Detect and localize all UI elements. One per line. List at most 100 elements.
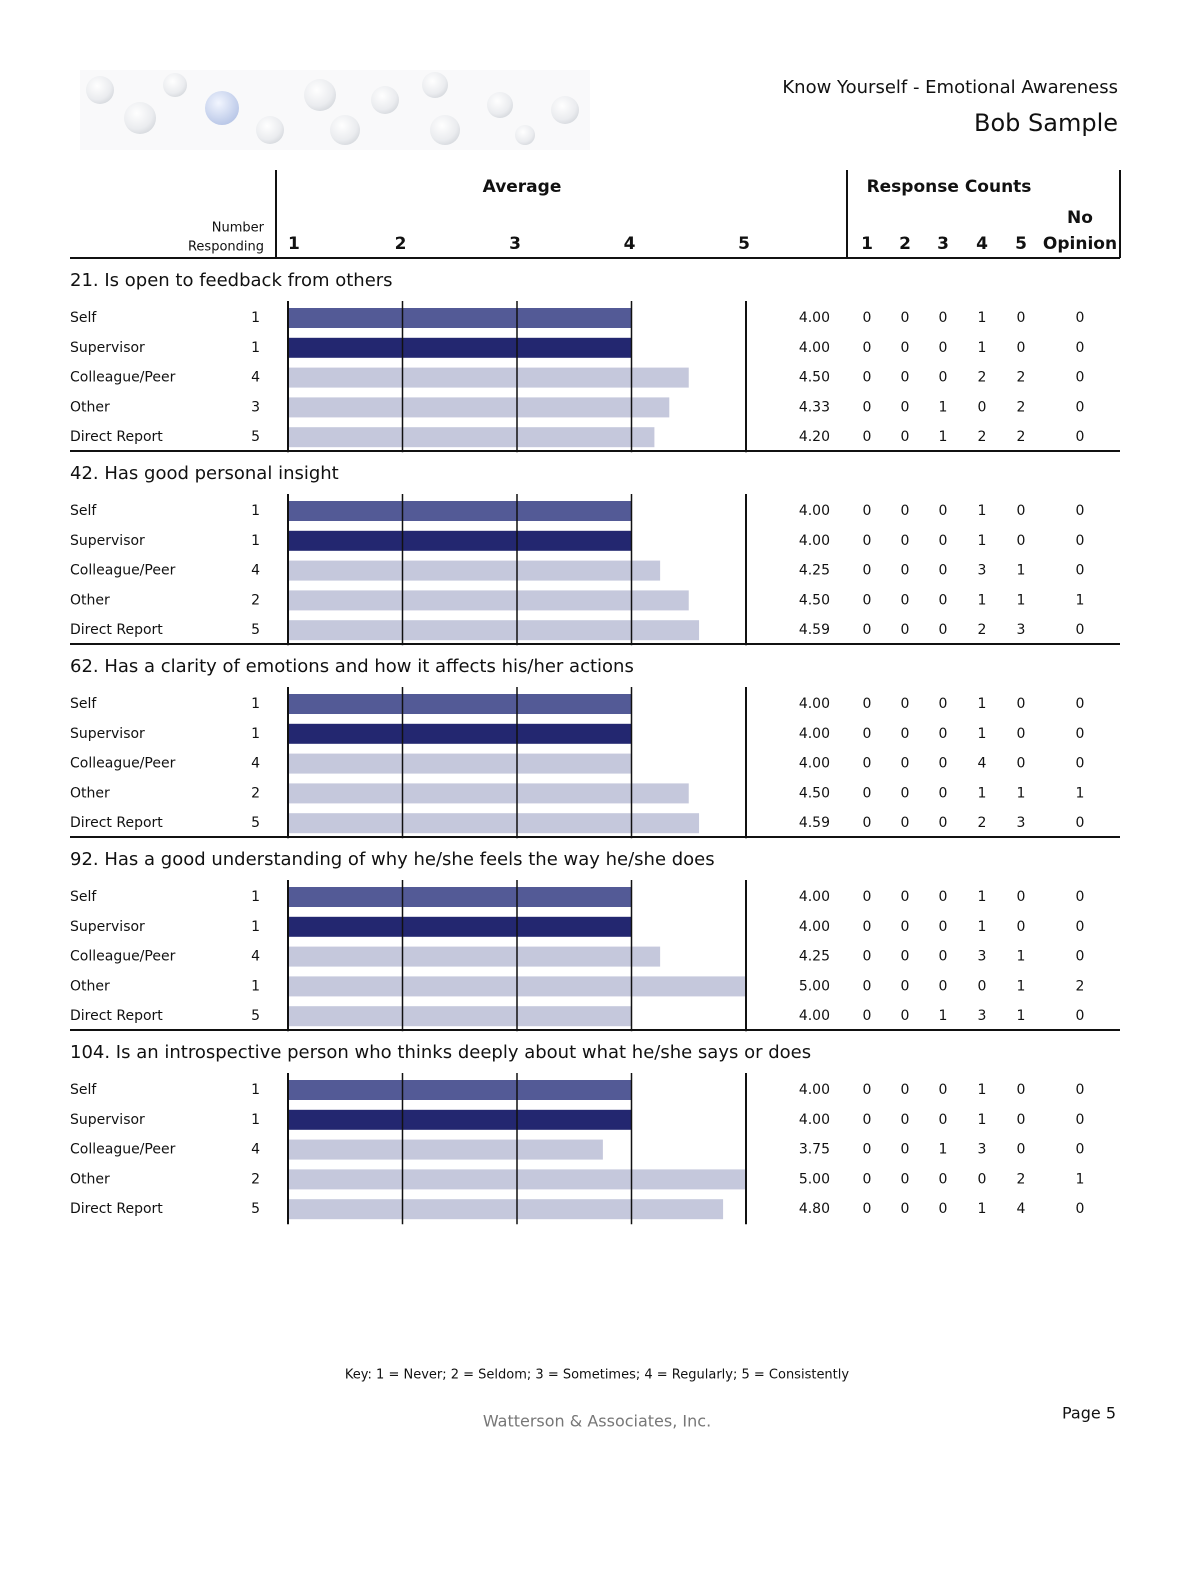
group-label: Other — [70, 592, 110, 608]
responding-count: 4 — [251, 1142, 260, 1158]
response-count: 0 — [939, 726, 948, 742]
response-count: 0 — [1076, 533, 1085, 549]
header-image — [80, 70, 590, 150]
response-count: 0 — [1076, 1142, 1085, 1158]
average-value: 4.50 — [799, 785, 830, 801]
response-count: 0 — [863, 399, 872, 415]
response-count: 0 — [1076, 1082, 1085, 1098]
bar — [288, 916, 632, 937]
response-count: 2 — [1017, 1171, 1026, 1187]
average-value: 4.00 — [799, 1008, 830, 1024]
report-title: Know Yourself - Emotional Awareness — [782, 77, 1118, 98]
response-count: 0 — [901, 399, 910, 415]
response-count: 0 — [1076, 399, 1085, 415]
response-count: 0 — [1076, 696, 1085, 712]
response-count: 0 — [1076, 429, 1085, 445]
response-count: 0 — [863, 978, 872, 994]
response-count: 1 — [978, 503, 987, 519]
responding-count: 5 — [251, 622, 260, 638]
group-label: Direct Report — [70, 429, 163, 445]
response-count: 0 — [939, 785, 948, 801]
group-label: Other — [70, 785, 110, 801]
average-value: 4.00 — [799, 1082, 830, 1098]
response-count: 1 — [978, 1201, 987, 1217]
response-count: 0 — [863, 1201, 872, 1217]
response-count: 0 — [1076, 622, 1085, 638]
company: Watterson & Associates, Inc. — [483, 1412, 711, 1431]
response-count: 0 — [939, 1082, 948, 1098]
average-value: 4.00 — [799, 503, 830, 519]
responding-count: 4 — [251, 756, 260, 772]
response-count: 0 — [978, 978, 987, 994]
response-count: 1 — [939, 1142, 948, 1158]
average-value: 4.00 — [799, 726, 830, 742]
response-count: 0 — [1017, 1112, 1026, 1128]
bar — [288, 694, 632, 714]
response-count: 0 — [901, 919, 910, 935]
response-count: 1 — [978, 340, 987, 356]
average-value: 4.80 — [799, 1201, 830, 1217]
response-count: 1 — [978, 889, 987, 905]
bar — [288, 337, 632, 358]
response-count: 0 — [1076, 726, 1085, 742]
response-count: 1 — [978, 1082, 987, 1098]
response-count: 0 — [901, 1171, 910, 1187]
response-count: 0 — [1076, 756, 1085, 772]
responding-count: 5 — [251, 429, 260, 445]
number-header: Responding — [188, 240, 264, 255]
average-header: Average — [483, 177, 562, 197]
average-value: 4.33 — [799, 399, 830, 415]
response-count: 0 — [901, 503, 910, 519]
response-count: 0 — [863, 696, 872, 712]
response-count: 0 — [939, 919, 948, 935]
response-count: 2 — [978, 622, 987, 638]
response-count: 1 — [1076, 592, 1085, 608]
response-count: 0 — [939, 622, 948, 638]
question: 21. Is open to feedback from others — [70, 270, 393, 291]
response-count: 1 — [1017, 563, 1026, 579]
response-count: 1 — [939, 1008, 948, 1024]
responding-count: 1 — [251, 726, 260, 742]
group-label: Supervisor — [70, 726, 145, 742]
bar — [288, 367, 689, 388]
group-label: Direct Report — [70, 815, 163, 831]
response-count: 0 — [1076, 1112, 1085, 1128]
response-count: 0 — [901, 310, 910, 326]
scale-label: 4 — [624, 234, 636, 254]
response-count: 0 — [863, 815, 872, 831]
group-label: Self — [70, 1082, 97, 1098]
response-count: 0 — [1017, 1142, 1026, 1158]
number-header: Number — [212, 221, 265, 236]
scale-label: 5 — [738, 234, 750, 254]
no-opinion-header: Opinion — [1043, 234, 1117, 254]
response-count: 0 — [939, 949, 948, 965]
question: 62. Has a clarity of emotions and how it… — [70, 656, 634, 677]
response-count: 1 — [939, 429, 948, 445]
responding-count: 3 — [251, 399, 260, 415]
response-count: 0 — [901, 429, 910, 445]
response-count: 0 — [863, 310, 872, 326]
response-count: 0 — [863, 756, 872, 772]
average-value: 4.00 — [799, 919, 830, 935]
response-count: 0 — [901, 785, 910, 801]
average-value: 4.00 — [799, 756, 830, 772]
bar — [288, 1109, 632, 1130]
average-value: 4.50 — [799, 592, 830, 608]
response-count: 0 — [939, 696, 948, 712]
response-count: 1 — [1076, 1171, 1085, 1187]
responding-count: 5 — [251, 1201, 260, 1217]
response-count: 1 — [1017, 949, 1026, 965]
response-count: 0 — [901, 622, 910, 638]
response-count: 2 — [1017, 429, 1026, 445]
response-count: 0 — [863, 503, 872, 519]
average-value: 4.59 — [799, 622, 830, 638]
response-count: 0 — [939, 815, 948, 831]
response-count: 0 — [901, 726, 910, 742]
response-count: 0 — [863, 340, 872, 356]
response-count: 0 — [1076, 1008, 1085, 1024]
header-rules — [70, 170, 1121, 259]
count-header: 1 — [861, 234, 873, 254]
response-count: 0 — [1076, 949, 1085, 965]
response-count: 0 — [901, 889, 910, 905]
